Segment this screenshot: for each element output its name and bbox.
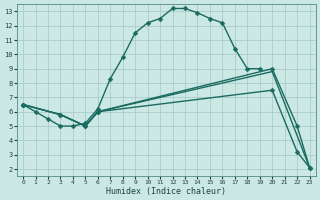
- X-axis label: Humidex (Indice chaleur): Humidex (Indice chaleur): [106, 187, 226, 196]
